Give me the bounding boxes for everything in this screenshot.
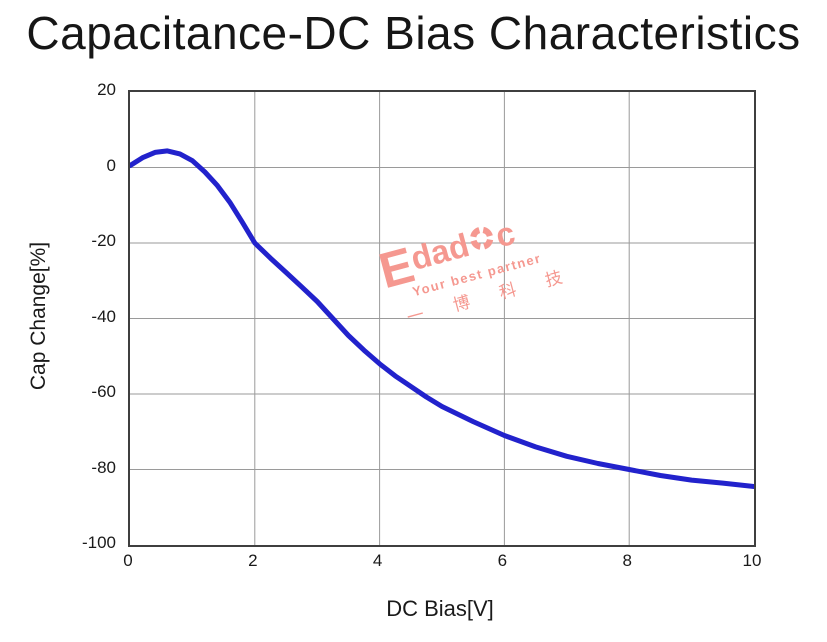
y-tick-label: 0	[106, 155, 116, 175]
x-tick-label: 0	[123, 551, 133, 570]
data-curve	[130, 148, 754, 489]
x-axis-ticks: 0 2 4 6 8 10	[123, 551, 761, 573]
y-tick-label: -60	[91, 382, 116, 401]
plot-area: Edad c Your best partner 一 博 科 技	[128, 90, 756, 547]
x-tick-label: 8	[622, 551, 632, 570]
y-axis-ticks: 20 0 -20 -40 -60 -80 -100	[0, 80, 122, 552]
y-tick-label: -40	[91, 306, 116, 326]
x-tick-label: 10	[742, 551, 762, 570]
x-tick-label: 6	[497, 551, 508, 570]
y-tick-label: -100	[81, 533, 116, 552]
chart-title: Capacitance-DC Bias Characteristics	[26, 7, 801, 59]
y-tick-label: 20	[97, 80, 116, 99]
y-tick-label: -20	[91, 231, 116, 250]
y-tick-label: -80	[91, 457, 116, 477]
x-axis-label: DC Bias[V]	[386, 596, 494, 621]
curve-plot-svg	[130, 92, 754, 545]
x-tick-label: 2	[248, 551, 258, 570]
x-tick-label: 4	[372, 551, 383, 570]
